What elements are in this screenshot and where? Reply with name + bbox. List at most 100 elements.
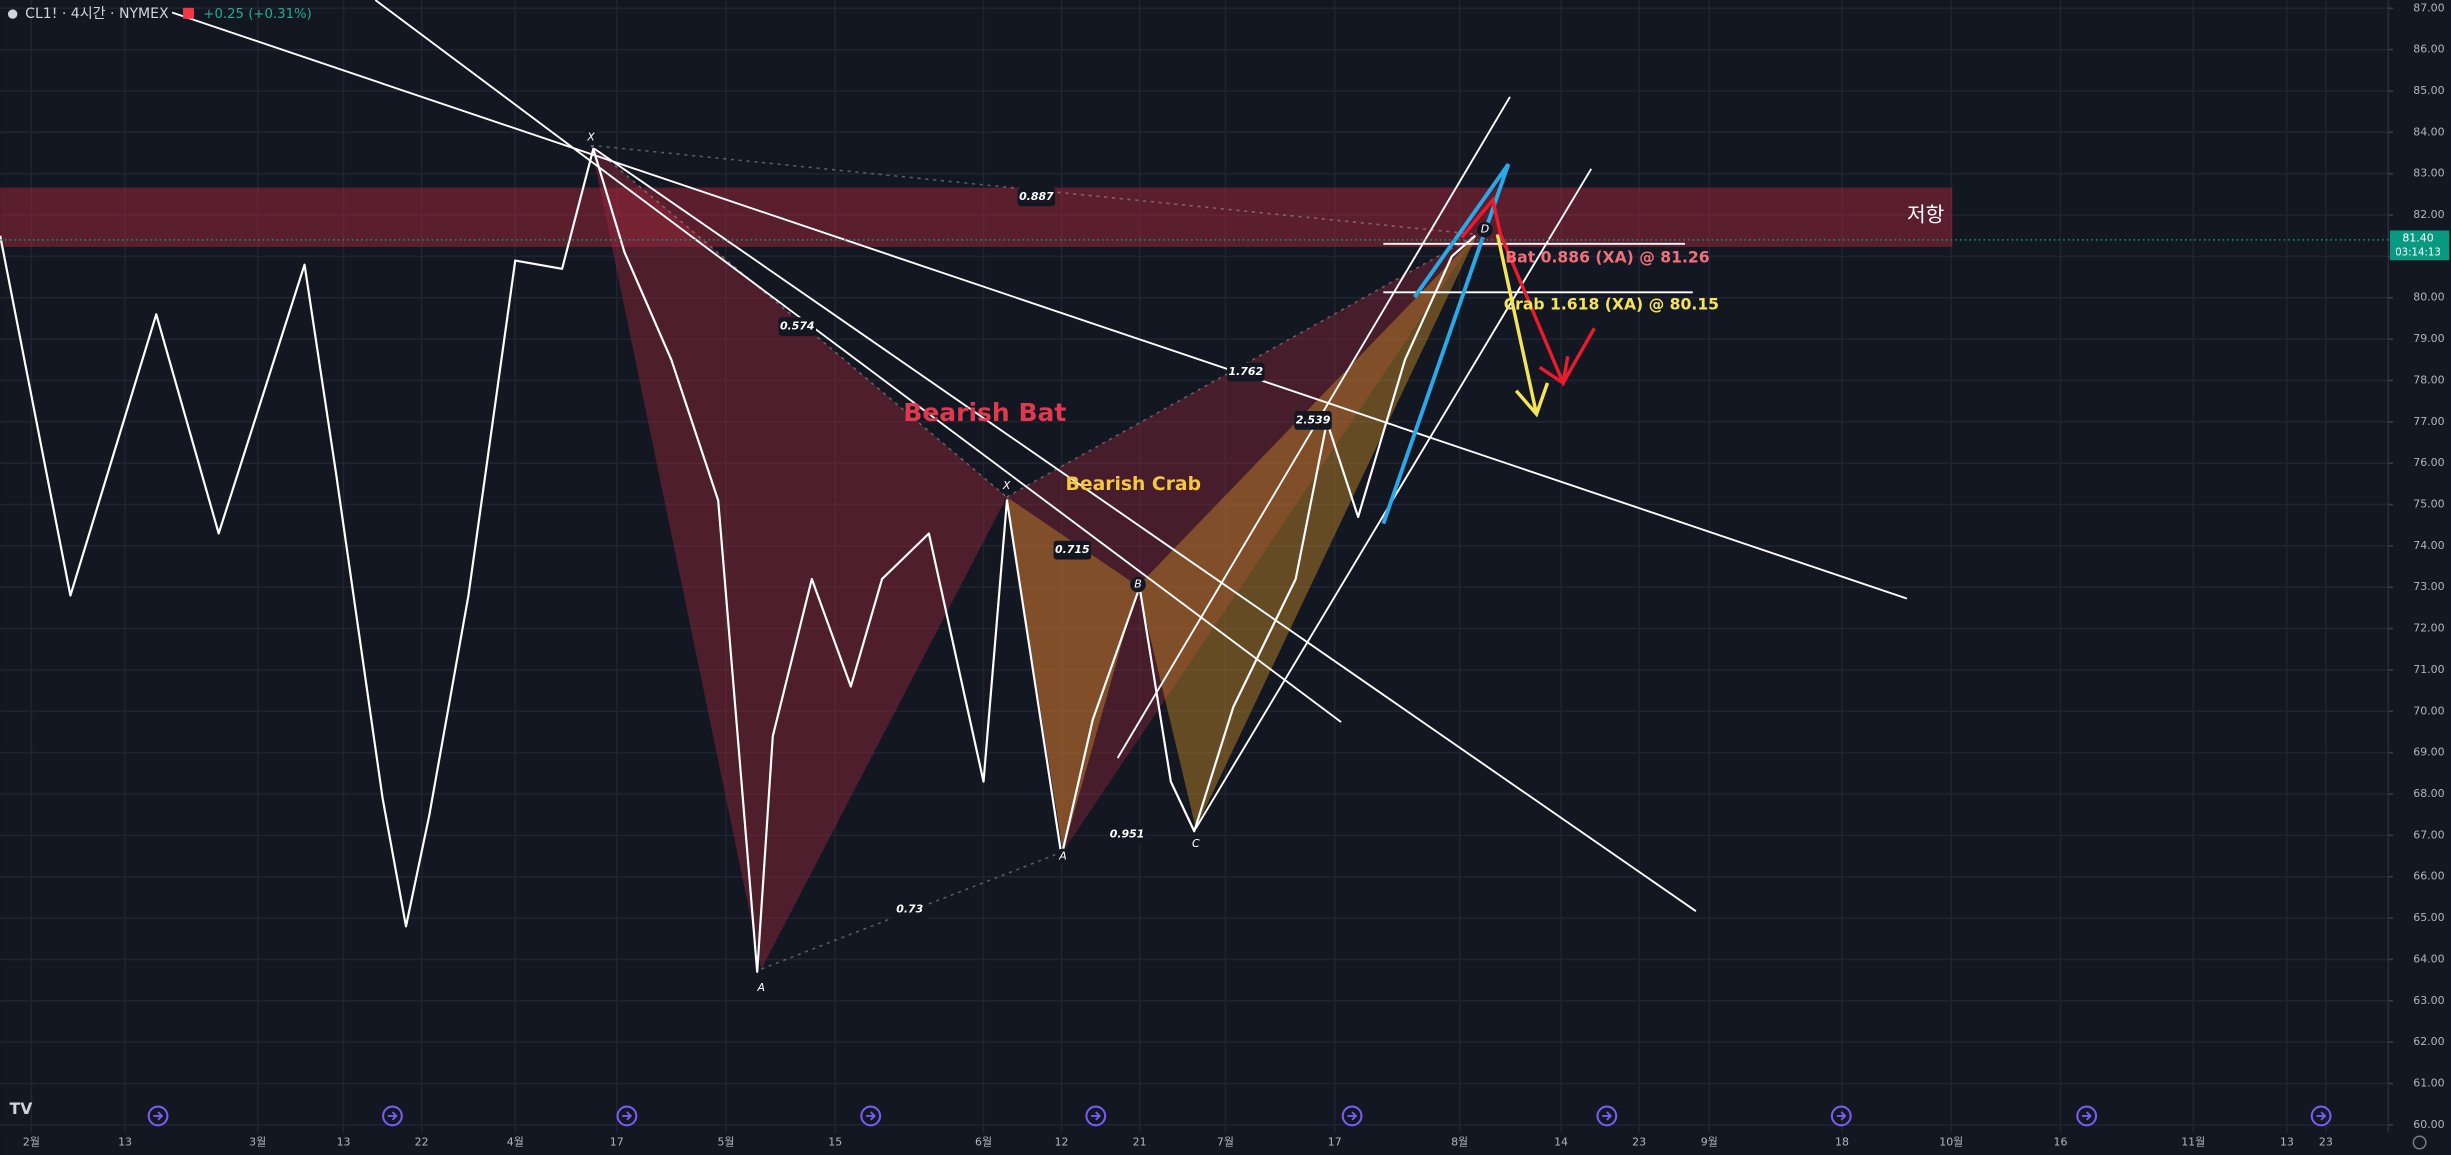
event-icon: [860, 1105, 882, 1127]
event-icon-arrow: [2316, 1111, 2327, 1121]
symbol-icon: [7, 9, 18, 19]
pattern-point-label: A: [757, 981, 765, 994]
yellow-arrow: [1495, 234, 1550, 418]
annotations: Bearish Bat Bearish Crab 저항 Bat 0.886 (XA) …: [583, 129, 1944, 996]
event-icon-arrow: [1347, 1111, 1358, 1121]
time-axis-bg: [0, 1133, 2451, 1155]
pattern-point-bg: [1055, 848, 1071, 865]
ratio-label: 0.574: [780, 320, 815, 333]
event-icon: [1830, 1105, 1852, 1127]
x-tick-label: 18: [1835, 1135, 1849, 1148]
ratio-label: 0.73: [896, 903, 923, 916]
resistance-zone: [0, 187, 1953, 247]
pattern-point-label: D: [1481, 223, 1489, 236]
pattern-point-bg: [1187, 836, 1204, 852]
event-icon-arrow: [2081, 1111, 2092, 1121]
y-tick-label: 75.00: [2413, 498, 2444, 511]
y-tick-label: 83.00: [2413, 167, 2444, 180]
last-price-label: 81.40: [2402, 231, 2433, 244]
event-icon: [1085, 1105, 1107, 1127]
event-icon: [2076, 1105, 2098, 1127]
pattern-point-bg: [1477, 221, 1493, 238]
ratio-label-bg: [1108, 825, 1146, 844]
pattern-point-label: C: [1192, 837, 1200, 850]
ratio-label: 0.951: [1110, 828, 1145, 841]
y-tick-label: 69.00: [2413, 746, 2444, 759]
y-tick-label: 73.00: [2413, 580, 2444, 593]
event-icon: [382, 1105, 403, 1127]
crab-bcd: [1137, 234, 1478, 829]
ratio-label: 2.539: [1296, 413, 1331, 426]
x-tick-label: 16: [2054, 1135, 2068, 1148]
event-icon: [2310, 1105, 2332, 1127]
price-layer: [0, 147, 1476, 973]
ratio-label-bg: [778, 317, 817, 337]
trend-lines: [171, 0, 1908, 912]
x-tick-label: 23: [1632, 1135, 1646, 1148]
status-square: [183, 7, 194, 19]
event-icon: [616, 1105, 638, 1127]
ratio-label: 0.887: [1019, 190, 1054, 203]
ratio-label: 0.715: [1055, 543, 1090, 556]
last-price-box: [2389, 230, 2450, 261]
y-tick-label: 63.00: [2413, 994, 2444, 1007]
y-tick-label: 80.00: [2413, 291, 2444, 304]
x-tick-label: 4월: [507, 1135, 524, 1148]
grid: [0, 0, 2389, 1134]
pattern-point-label: X: [586, 131, 595, 144]
blue-lines: [1381, 162, 1511, 525]
y-tick-label: 76.00: [2413, 456, 2444, 469]
y-tick-label: 67.00: [2413, 828, 2444, 841]
y-tick-label: 79.00: [2413, 332, 2444, 345]
y-tick-label: 62.00: [2413, 1035, 2444, 1048]
price-change: +0.25 (+0.31%): [203, 7, 311, 22]
y-tick-label: 60.00: [2413, 1118, 2444, 1131]
event-icon-arrow: [622, 1111, 633, 1121]
ratio-label-bg: [1294, 411, 1332, 430]
x-tick-label: 2월: [23, 1135, 40, 1148]
pattern-point-bg: [1130, 576, 1146, 593]
crab-xab: [1006, 497, 1138, 852]
pattern-point-label: B: [1134, 578, 1142, 591]
pattern-point-label: X: [1002, 479, 1011, 492]
event-icon-arrow: [1836, 1111, 1847, 1121]
y-tick-label: 71.00: [2413, 663, 2444, 676]
y-tick-label: 82.00: [2413, 208, 2444, 221]
settings-icon[interactable]: [2412, 1135, 2427, 1150]
x-tick-label: 12: [1055, 1135, 1069, 1148]
x-tick-label: 15: [828, 1135, 842, 1148]
price-line: [0, 147, 1476, 973]
x-tick-label: 13: [118, 1135, 132, 1148]
x-tick-label: 23: [2319, 1135, 2333, 1148]
pattern-point-bg: [583, 129, 599, 146]
annotation: Bearish Bat: [903, 398, 1066, 427]
event-icon: [1596, 1105, 1618, 1127]
y-tick-label: 72.00: [2413, 622, 2444, 635]
red-arrow: [1460, 196, 1596, 387]
y-tick-label: 85.00: [2413, 84, 2444, 97]
x-tick-label: 17: [1328, 1135, 1342, 1148]
ratio-label-bg: [1017, 187, 1056, 207]
bat-bcd: [1006, 234, 1478, 852]
price-axis-bg: [2388, 0, 2451, 1155]
annotation: 저항: [1907, 203, 1944, 227]
x-tick-label: 3월: [249, 1135, 266, 1148]
countdown: 03:14:13: [2395, 247, 2441, 258]
x-tick-label: 9월: [1701, 1135, 1718, 1148]
y-tick-label: 65.00: [2413, 911, 2444, 924]
y-tick-label: 70.00: [2413, 704, 2444, 717]
annotation: Bearish Crab: [1066, 474, 1201, 495]
x-tick-label: 13: [2280, 1135, 2294, 1148]
x-tick-label: 8월: [1451, 1135, 1468, 1148]
y-tick-label: 68.00: [2413, 787, 2444, 800]
y-tick-label: 61.00: [2413, 1076, 2444, 1089]
pattern-point-bg: [753, 979, 770, 996]
event-icons: [147, 1105, 2332, 1127]
event-icon-arrow: [1091, 1111, 1102, 1121]
y-tick-label: 77.00: [2413, 415, 2444, 428]
chart-title: CL1! · 4시간 · NYMEX: [25, 6, 169, 22]
x-tick-label: 17: [610, 1135, 624, 1148]
x-tick-label: 21: [1133, 1135, 1147, 1148]
event-icon-arrow: [1602, 1111, 1613, 1121]
